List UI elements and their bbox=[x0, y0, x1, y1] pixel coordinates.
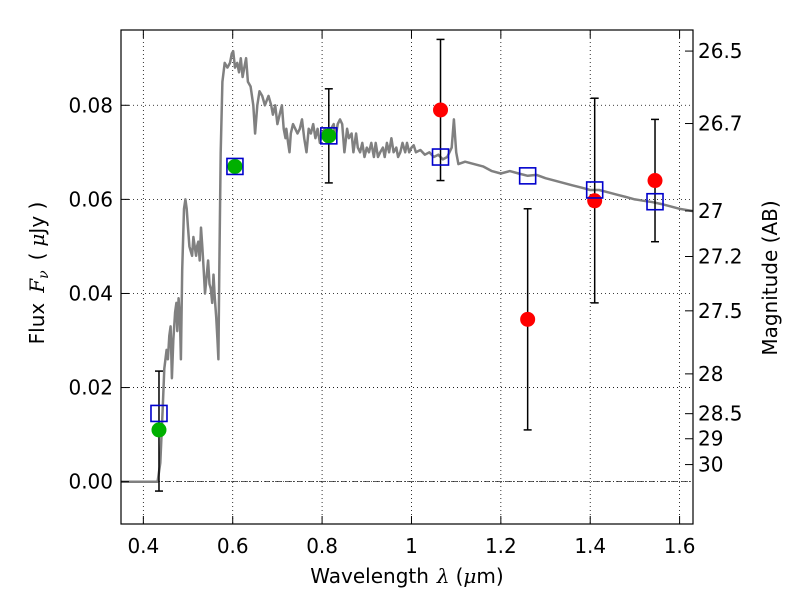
mag-tick-label: 29 bbox=[698, 427, 723, 451]
mag-tick-label: 30 bbox=[698, 453, 723, 477]
y-axis-unit-rest: Jy ) bbox=[25, 202, 49, 236]
x-axis-label: Wavelength λ (μm) bbox=[310, 564, 503, 588]
y-axis-label-subscript: ν bbox=[36, 270, 52, 279]
y-axis-unit-open: ( bbox=[25, 253, 49, 261]
y-axis-label-text: Flux bbox=[25, 303, 49, 345]
x-axis-label-text: Wavelength bbox=[310, 564, 429, 588]
model-square-marker bbox=[518, 167, 537, 185]
x-tick-label: 1 bbox=[405, 534, 418, 558]
x-axis-unit-open: ( bbox=[456, 564, 464, 588]
red-data-point bbox=[647, 173, 663, 189]
x-axis-label-symbol: λ bbox=[436, 564, 450, 588]
green-data-point bbox=[151, 422, 167, 438]
y-tick-label: 0.06 bbox=[68, 187, 113, 211]
axis-ticks: 0.4 0.6 0.8 1 1.2 1.4 1.6 0.00 0.02 0.04 0.06 0.08 2… bbox=[68, 30, 743, 558]
y2-axis-label: Magnitude (AB) bbox=[758, 200, 782, 355]
y-axis-label: Flux Fν ( μJy ) bbox=[25, 202, 52, 345]
spectrum-line bbox=[121, 49, 694, 483]
mag-tick-label: 27 bbox=[698, 199, 723, 223]
model-square-marker bbox=[431, 148, 450, 166]
green-data-point bbox=[321, 128, 337, 144]
x-axis-unit-rest: m) bbox=[476, 564, 503, 588]
y-tick-label: 0.02 bbox=[68, 376, 113, 400]
model-square-marker bbox=[646, 192, 664, 211]
x-tick-label: 0.6 bbox=[217, 534, 249, 558]
mag-tick-label: 26.5 bbox=[698, 39, 743, 63]
x-tick-label: 1.2 bbox=[485, 534, 517, 558]
y-tick-label: 0.08 bbox=[68, 93, 113, 117]
green-data-point bbox=[227, 158, 243, 174]
y-axis-unit-mu: μ bbox=[25, 234, 49, 247]
plot-area bbox=[121, 38, 694, 492]
mag-tick-label: 26.7 bbox=[698, 112, 743, 136]
plot-frame bbox=[120, 29, 694, 525]
y-axis-label-symbol: F bbox=[25, 278, 49, 294]
mag-tick-label: 28 bbox=[698, 362, 723, 386]
x-tick-label: 1.6 bbox=[664, 534, 696, 558]
mag-tick-label: 27.5 bbox=[698, 299, 743, 323]
y-tick-label: 0.04 bbox=[68, 281, 113, 305]
x-tick-label: 0.4 bbox=[127, 534, 159, 558]
model-square-marker bbox=[585, 181, 604, 199]
x-axis-unit-mu: μ bbox=[463, 564, 476, 588]
model-square-marker bbox=[150, 404, 168, 423]
x-tick-label: 1.4 bbox=[574, 534, 606, 558]
red-data-point bbox=[520, 311, 536, 327]
model-square-marker bbox=[319, 127, 338, 145]
x-tick-label: 0.8 bbox=[306, 534, 338, 558]
model-square-marker bbox=[226, 157, 244, 176]
red-data-point bbox=[587, 193, 603, 209]
mag-tick-label: 28.5 bbox=[698, 402, 743, 426]
mag-tick-label: 27.2 bbox=[698, 244, 743, 268]
red-data-point bbox=[433, 102, 449, 118]
y-tick-label: 0.00 bbox=[68, 470, 113, 494]
